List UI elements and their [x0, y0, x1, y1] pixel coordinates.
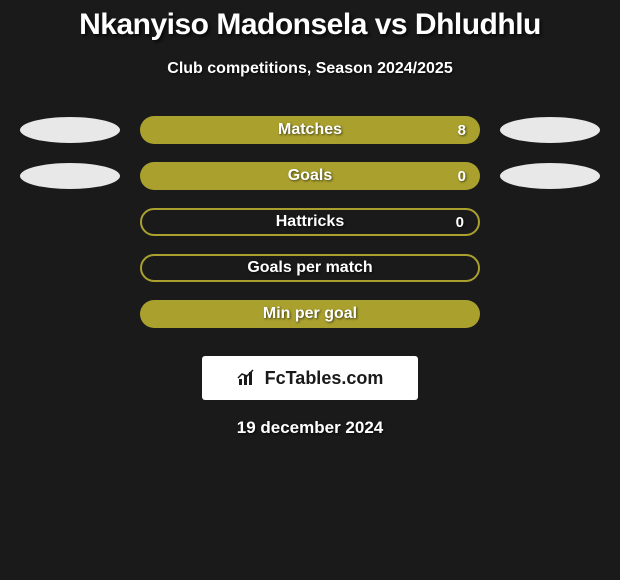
page-title: Nkanyiso Madonsela vs Dhludhlu — [79, 8, 541, 42]
stat-bar: Goals 0 — [140, 162, 480, 190]
stats-region: Matches 8 Goals 0 Hattricks 0 Goals per match M… — [20, 116, 600, 346]
stat-bar: Hattricks 0 — [140, 208, 480, 236]
stat-value: 0 — [458, 168, 466, 185]
bar-chart-icon — [237, 369, 259, 387]
ellipse-spacer — [20, 255, 120, 281]
stat-label: Goals — [288, 167, 332, 185]
logo-label: FcTables.com — [265, 368, 384, 389]
right-ellipse — [500, 117, 600, 143]
ellipse-spacer — [500, 301, 600, 327]
right-ellipse — [500, 163, 600, 189]
stat-label: Hattricks — [276, 213, 344, 231]
ellipse-spacer — [20, 209, 120, 235]
logo-text: FcTables.com — [237, 368, 384, 389]
stat-row: Goals 0 — [20, 162, 600, 190]
comparison-card: Nkanyiso Madonsela vs Dhludhlu Club comp… — [0, 0, 620, 438]
ellipse-spacer — [20, 301, 120, 327]
ellipse-spacer — [500, 255, 600, 281]
stat-row: Matches 8 — [20, 116, 600, 144]
date-label: 19 december 2024 — [237, 418, 384, 438]
stat-row: Min per goal — [20, 300, 600, 328]
stat-label: Goals per match — [247, 259, 372, 277]
ellipse-spacer — [500, 209, 600, 235]
left-ellipse — [20, 117, 120, 143]
stat-bar: Matches 8 — [140, 116, 480, 144]
stat-row: Goals per match — [20, 254, 600, 282]
page-subtitle: Club competitions, Season 2024/2025 — [167, 60, 452, 78]
stat-row: Hattricks 0 — [20, 208, 600, 236]
stat-value: 0 — [456, 214, 464, 231]
left-ellipse — [20, 163, 120, 189]
stat-value: 8 — [458, 122, 466, 139]
logo-box[interactable]: FcTables.com — [202, 356, 418, 400]
stat-label: Min per goal — [263, 305, 357, 323]
stat-bar: Min per goal — [140, 300, 480, 328]
stat-label: Matches — [278, 121, 342, 139]
stat-bar: Goals per match — [140, 254, 480, 282]
